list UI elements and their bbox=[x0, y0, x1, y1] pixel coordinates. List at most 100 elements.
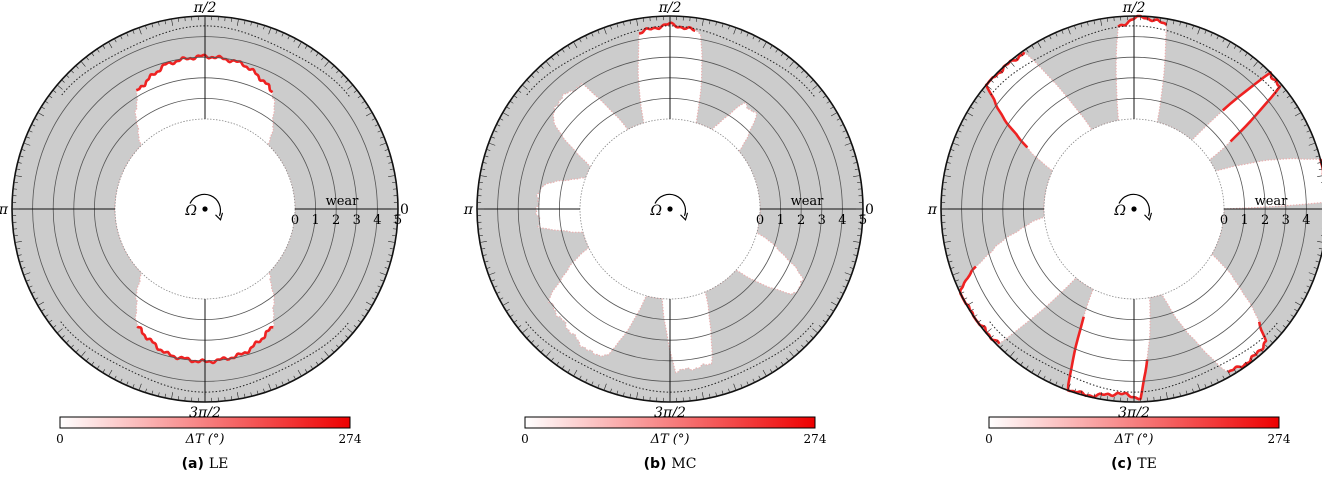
rim-tick bbox=[132, 384, 135, 389]
rim-tick bbox=[1204, 29, 1207, 34]
rim-tick bbox=[486, 267, 491, 269]
rotation-arrow-arc bbox=[189, 193, 222, 217]
rim-tick bbox=[945, 248, 950, 250]
rim-tick bbox=[75, 65, 79, 69]
rim-tick bbox=[331, 349, 335, 353]
rim-tick bbox=[780, 361, 784, 366]
rim-tick bbox=[80, 351, 86, 358]
rim-tick bbox=[999, 344, 1003, 349]
radial-tick-label: 5 bbox=[394, 213, 402, 228]
rotation-arrow-arc bbox=[654, 193, 687, 217]
rim-tick bbox=[1025, 48, 1029, 53]
rim-tick bbox=[21, 149, 26, 151]
rim-tick bbox=[1197, 383, 1201, 391]
rim-tick bbox=[844, 272, 852, 276]
rim-tick bbox=[52, 89, 57, 93]
rim-tick bbox=[1100, 18, 1102, 26]
rim-tick bbox=[1100, 392, 1102, 400]
rim-tick bbox=[1318, 248, 1322, 250]
rim-tick bbox=[1216, 35, 1219, 40]
rim-tick bbox=[762, 369, 767, 377]
rim-tick bbox=[1233, 45, 1237, 49]
rim-tick bbox=[1185, 390, 1188, 395]
rim-tick bbox=[478, 181, 483, 183]
rim-tick bbox=[1061, 29, 1064, 34]
rim-tick bbox=[1300, 297, 1305, 300]
rim-tick bbox=[1192, 388, 1194, 393]
rim-tick bbox=[120, 378, 123, 383]
panel-caption: (c) TE bbox=[1111, 456, 1157, 472]
rim-tick bbox=[550, 357, 554, 362]
rim-tick bbox=[386, 260, 391, 263]
rim-tick bbox=[502, 301, 510, 306]
radial-tick-label: 4 bbox=[373, 213, 381, 228]
rim-tick bbox=[371, 118, 376, 121]
rim-tick bbox=[1250, 357, 1254, 362]
rim-tick bbox=[517, 89, 522, 93]
rim-tick bbox=[275, 29, 278, 34]
rim-tick bbox=[31, 124, 36, 127]
rim-tick bbox=[696, 17, 698, 22]
rotation-arrow-head bbox=[215, 212, 224, 221]
colorbar bbox=[524, 416, 816, 429]
rim-tick bbox=[945, 168, 950, 170]
rim-tick bbox=[854, 248, 859, 250]
rim-tick bbox=[1014, 357, 1018, 362]
rim-tick bbox=[102, 369, 106, 373]
rim-tick bbox=[1204, 384, 1207, 389]
rim-tick bbox=[786, 56, 790, 61]
radial-tick-label: 3 bbox=[818, 213, 826, 228]
rim-tick bbox=[591, 381, 594, 386]
rim-tick bbox=[1276, 84, 1283, 90]
colorbar-min-label: 0 bbox=[56, 432, 64, 446]
rim-tick bbox=[1276, 328, 1283, 334]
rim-tick bbox=[1004, 65, 1008, 69]
rim-tick bbox=[377, 285, 382, 288]
rim-tick bbox=[1265, 69, 1269, 74]
rim-tick bbox=[379, 272, 387, 276]
rim-tick bbox=[1080, 23, 1083, 28]
rotation-label: Ω bbox=[184, 203, 197, 219]
rim-tick bbox=[171, 18, 173, 26]
rim-tick bbox=[357, 95, 362, 99]
radial-tick-label: 0 bbox=[756, 213, 764, 228]
rim-tick bbox=[244, 393, 246, 398]
rim-tick bbox=[1290, 314, 1295, 318]
panel-tag: (b) bbox=[644, 456, 667, 472]
rim-tick bbox=[1173, 20, 1175, 25]
rim-tick bbox=[509, 314, 514, 318]
rim-tick bbox=[1250, 56, 1254, 61]
rim-tick bbox=[37, 301, 45, 306]
rim-tick bbox=[805, 340, 810, 344]
rim-tick bbox=[281, 32, 284, 37]
rim-tick bbox=[65, 74, 70, 78]
rim-tick bbox=[629, 393, 631, 398]
panel-caption: (a) LE bbox=[182, 456, 229, 472]
rim-tick bbox=[946, 162, 951, 164]
rim-tick bbox=[336, 344, 340, 349]
rim-tick bbox=[388, 254, 393, 256]
rim-tick bbox=[769, 45, 773, 49]
rim-tick bbox=[1210, 381, 1213, 386]
rim-tick bbox=[365, 308, 369, 312]
rim-tick bbox=[728, 25, 730, 30]
rim-tick bbox=[521, 328, 528, 334]
rim-tick bbox=[132, 29, 135, 34]
rim-tick bbox=[1043, 38, 1046, 43]
rim-tick bbox=[1049, 35, 1052, 40]
rim-tick bbox=[1004, 349, 1008, 353]
rim-tick bbox=[775, 365, 779, 370]
rim-tick bbox=[943, 241, 951, 243]
rim-tick bbox=[963, 297, 968, 300]
rim-tick bbox=[44, 100, 49, 104]
rim-tick bbox=[805, 74, 810, 78]
rim-tick bbox=[1269, 74, 1274, 78]
rim-tick bbox=[25, 136, 30, 139]
rim-tick bbox=[1166, 392, 1168, 400]
rim-tick bbox=[1031, 369, 1035, 373]
heated-boundary-1 bbox=[1221, 71, 1282, 143]
rim-tick bbox=[836, 118, 841, 121]
rim-tick bbox=[603, 383, 607, 391]
radial-tick-label: 0 bbox=[1220, 213, 1228, 228]
